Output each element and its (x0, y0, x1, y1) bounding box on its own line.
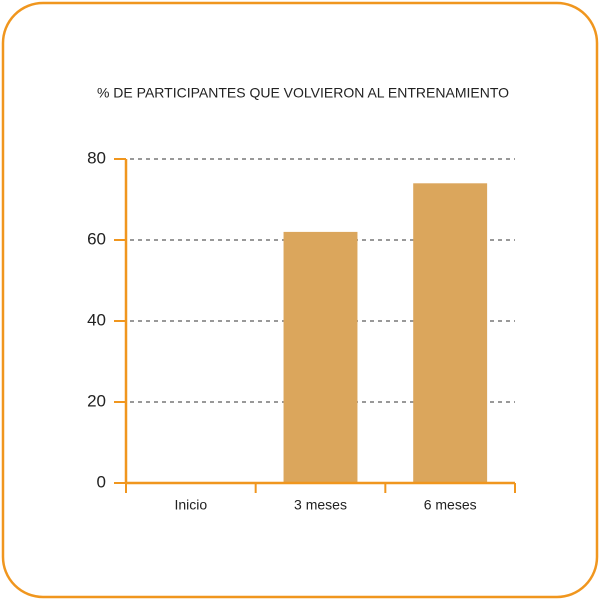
y-tick-label: 20 (87, 391, 106, 410)
y-tick-label: 40 (87, 310, 106, 329)
y-tick-label: 80 (87, 148, 106, 167)
y-tick-label: 0 (97, 472, 106, 491)
x-tick-label: Inicio (174, 497, 207, 513)
x-tick-label: 3 meses (294, 497, 347, 513)
chart-title: % DE PARTICIPANTES QUE VOLVIERON AL ENTR… (97, 85, 509, 101)
y-tick-label: 60 (87, 229, 106, 248)
x-tick-label: 6 meses (424, 497, 477, 513)
bar (283, 231, 358, 483)
bar (413, 183, 488, 484)
